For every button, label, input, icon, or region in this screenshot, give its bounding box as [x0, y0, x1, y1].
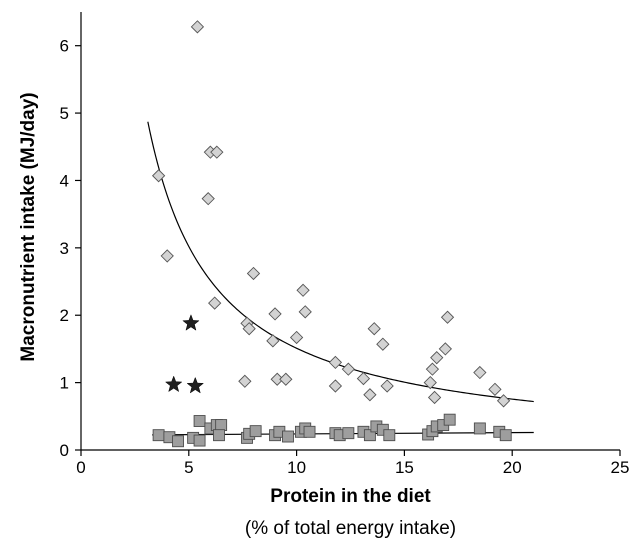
square-point — [213, 429, 225, 442]
diamond-point — [430, 351, 444, 365]
diamond-point — [190, 20, 205, 34]
square-point — [172, 435, 184, 448]
diamond-point — [266, 334, 280, 348]
diamond-point — [438, 342, 453, 356]
star-point — [186, 376, 205, 394]
x-axis-title: Protein in the diet — [270, 486, 431, 507]
y-axis-title: Macronutrient intake (MJ/day) — [18, 92, 39, 361]
square-point — [342, 427, 355, 440]
diamond-point — [473, 365, 487, 380]
star-point — [182, 314, 200, 331]
diamond-point — [328, 355, 343, 370]
axes: 0 5 10 15 20 25 0 1 2 3 4 5 6 — [60, 12, 630, 477]
square-point — [152, 429, 165, 442]
diamond-point — [151, 169, 166, 183]
diamond-point — [298, 305, 312, 319]
diamond-point — [296, 283, 310, 297]
square-point — [363, 429, 376, 442]
fit-line-1 — [147, 121, 534, 403]
x-axis-subtitle: (% of total energy intake) — [245, 518, 456, 539]
y-tick-label: 5 — [60, 104, 69, 123]
diamond-point — [376, 337, 390, 351]
diamond-point — [279, 372, 293, 386]
square-point — [443, 413, 456, 426]
diamond-point — [363, 388, 377, 402]
x-tick-label: 10 — [287, 458, 306, 477]
star-point — [164, 375, 183, 393]
square-point — [303, 425, 316, 438]
diamond-point — [201, 192, 215, 206]
square-point — [249, 425, 262, 438]
diamond-point — [496, 394, 511, 408]
square-point — [282, 430, 294, 443]
diamond-point — [423, 375, 437, 390]
y-tick-label: 1 — [60, 374, 69, 393]
diamond-point — [289, 330, 304, 345]
data-points — [151, 20, 512, 448]
y-tick-label: 4 — [60, 171, 69, 190]
x-tick-label: 25 — [611, 458, 630, 477]
x-tick-label: 20 — [503, 458, 522, 477]
square-point — [499, 429, 512, 442]
diamond-point — [210, 145, 224, 159]
x-tick-label: 15 — [395, 458, 414, 477]
diamond-point — [427, 390, 442, 405]
square-point — [215, 419, 228, 432]
x-tick-label: 5 — [184, 458, 193, 477]
diamond-point — [268, 307, 282, 321]
x-tick-label: 0 — [76, 458, 85, 477]
y-tick-label: 3 — [60, 239, 69, 258]
diamond-point — [242, 322, 256, 336]
diamond-point — [440, 310, 455, 324]
fit-lines — [147, 121, 534, 436]
y-tick-label: 2 — [60, 306, 69, 325]
diamond-point — [380, 379, 394, 393]
y-tick-label: 6 — [60, 37, 69, 56]
square-point — [193, 415, 206, 427]
square-point — [383, 429, 396, 442]
square-point — [473, 422, 486, 435]
diamond-point — [488, 382, 502, 396]
diamond-point — [341, 362, 355, 376]
diamond-point — [356, 371, 371, 386]
diamond-point — [208, 296, 222, 310]
diamond-point — [246, 266, 261, 281]
diamond-point — [425, 362, 440, 376]
square-point — [193, 434, 206, 447]
y-tick-label: 0 — [60, 441, 69, 460]
diamond-point — [238, 374, 252, 388]
diamond-point — [328, 379, 343, 393]
diamond-point — [367, 322, 381, 336]
diamond-point — [160, 249, 174, 263]
